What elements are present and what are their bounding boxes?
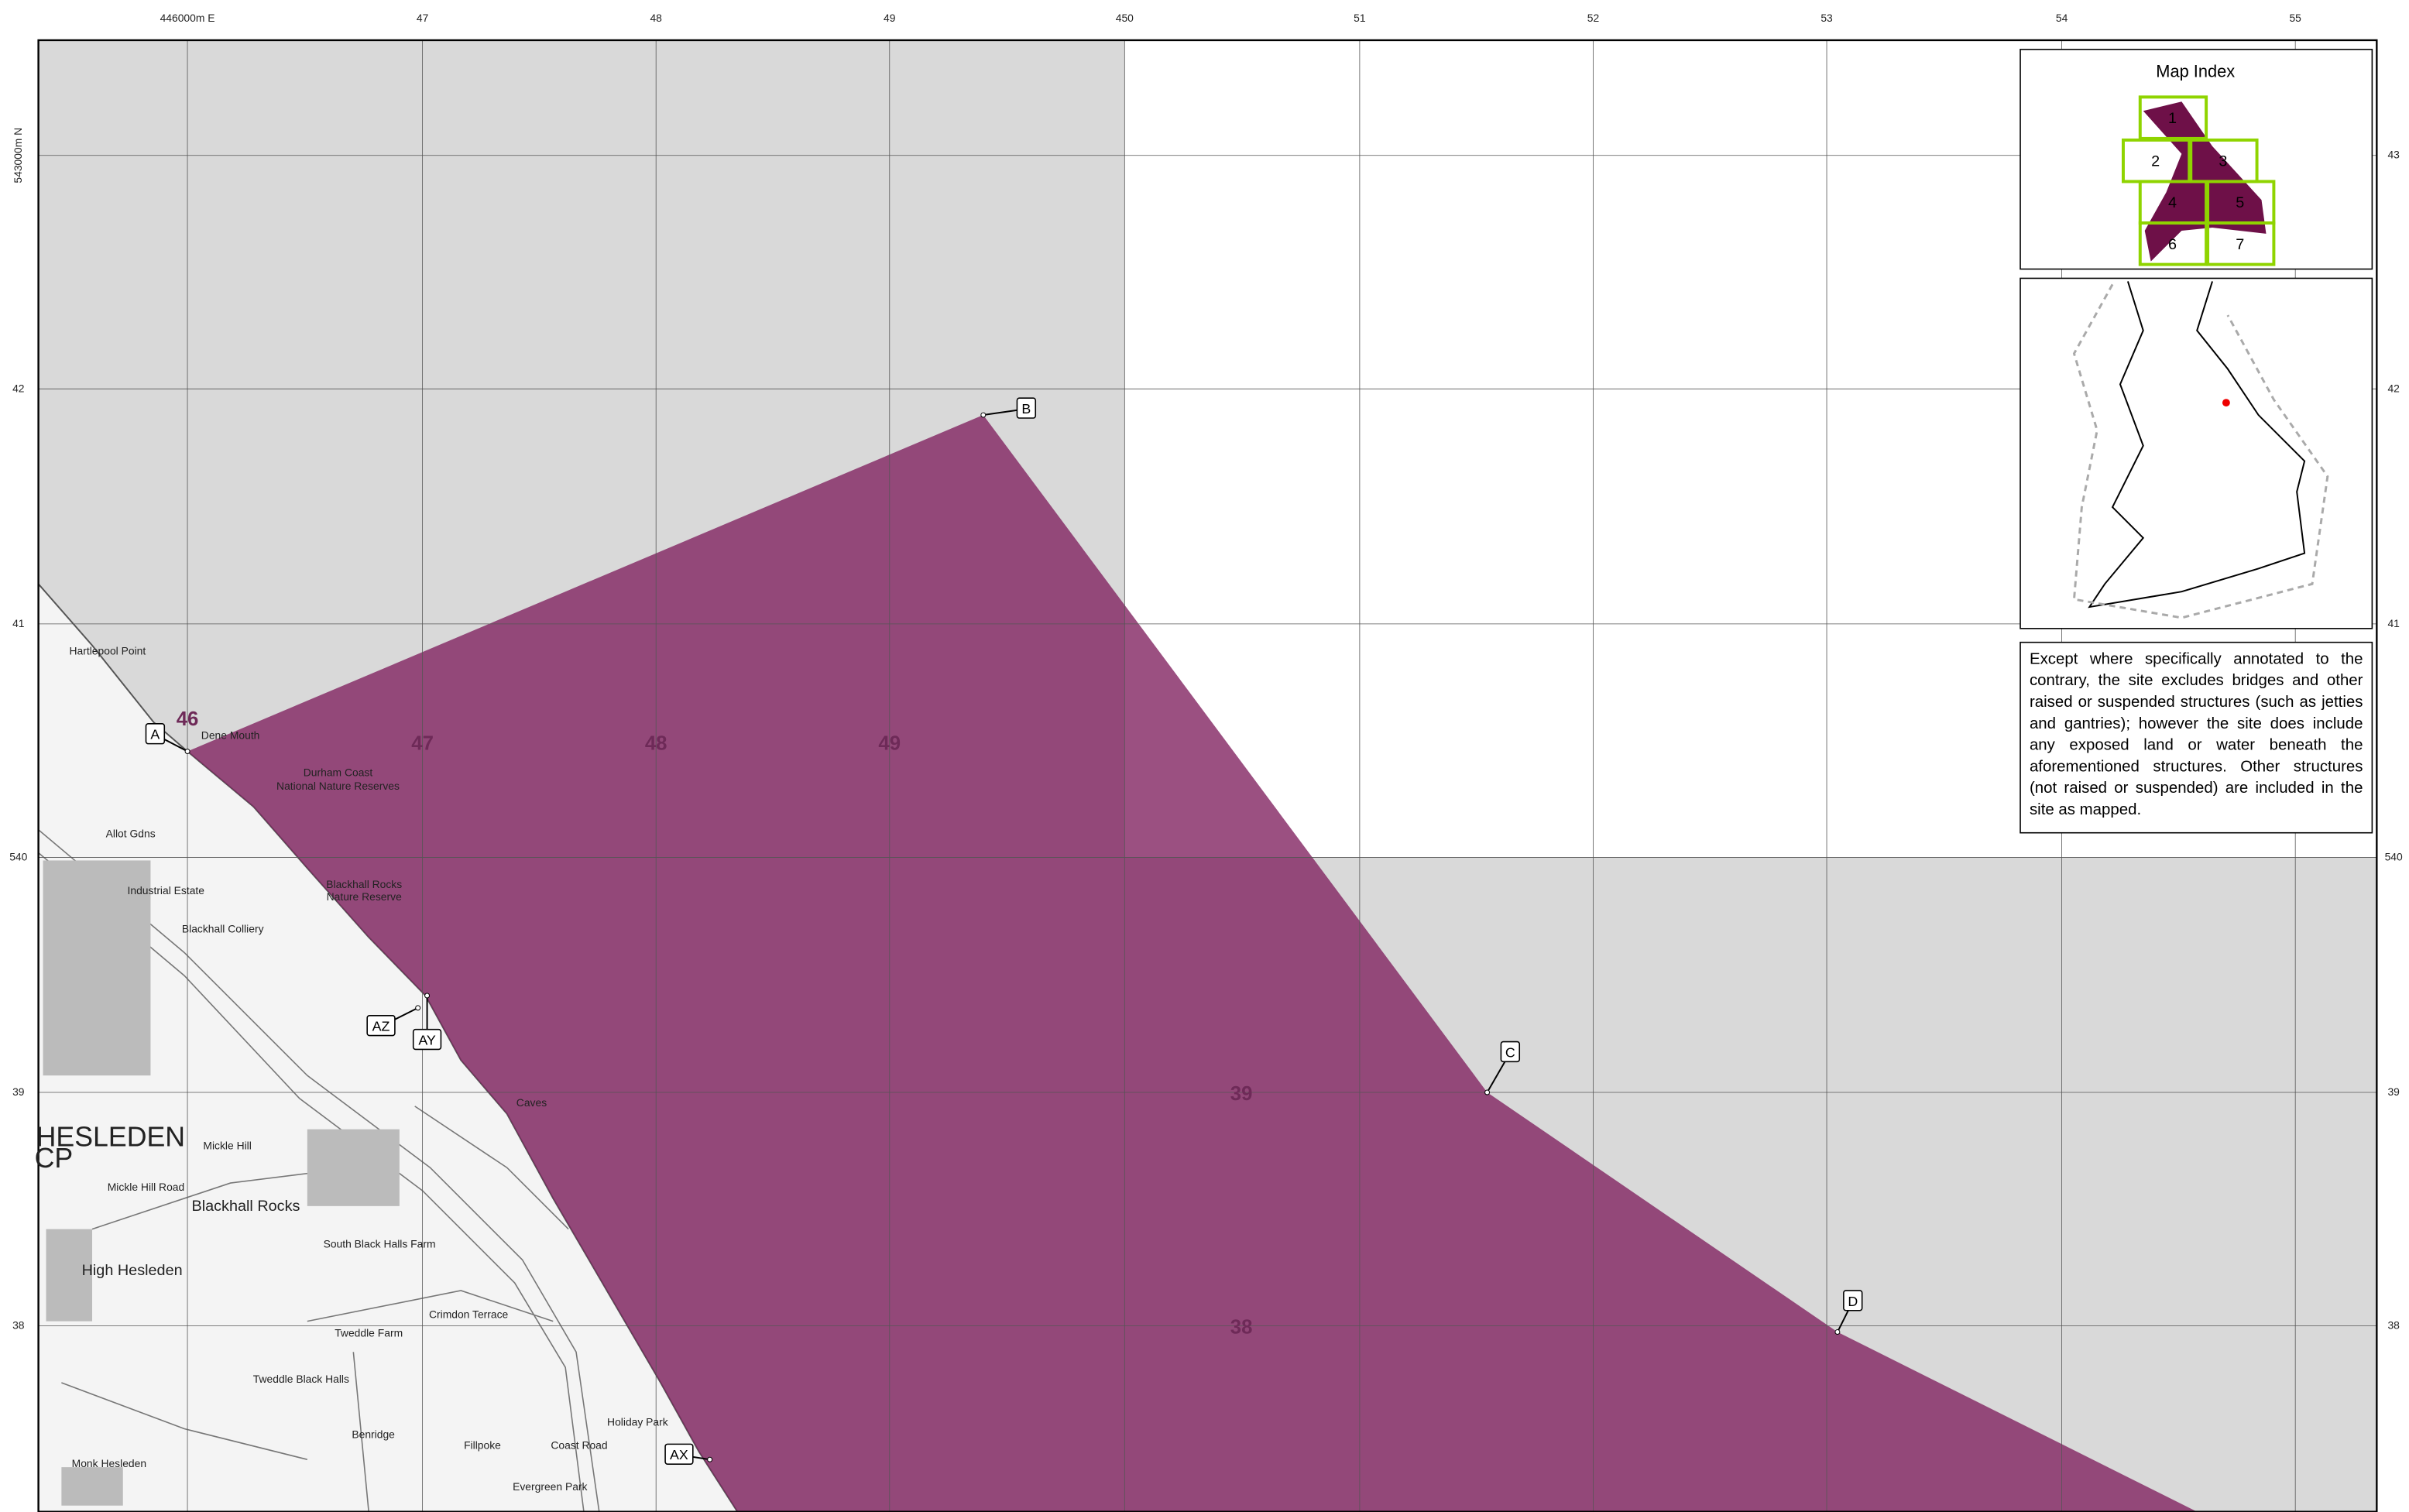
grid-number: 48 <box>645 733 667 755</box>
place-name: Mickle Hill Road <box>108 1181 184 1193</box>
place-name: Blackhall Rocks <box>326 878 402 890</box>
uk-coastline <box>2088 281 2306 609</box>
index-tile-label: 4 <box>2168 194 2177 211</box>
index-title: Map Index <box>2156 62 2235 81</box>
place-name: Blackhall Rocks <box>191 1198 300 1215</box>
place-name: Tweddle Farm <box>335 1326 403 1339</box>
note-text: Except where specifically annotated to t… <box>2029 651 2363 819</box>
easting-label: 53 <box>1820 12 1833 24</box>
place-name: Holiday Park <box>607 1416 668 1428</box>
northing-label: 38 <box>12 1319 25 1332</box>
point-marker <box>424 993 431 999</box>
place-name: CP <box>35 1143 74 1174</box>
point-label: AY <box>418 1033 436 1048</box>
place-name: HESLEDEN <box>36 1121 185 1152</box>
location-box <box>2020 277 2373 629</box>
point-label: AX <box>670 1447 688 1462</box>
point-box <box>145 723 166 745</box>
point-box <box>1016 397 1037 419</box>
northing-label: 39 <box>2387 1085 2400 1098</box>
place-name: Hartlepool Point <box>70 645 146 657</box>
grid-number: 49 <box>878 733 901 755</box>
point-marker <box>1484 1089 1491 1095</box>
note-box <box>2020 641 2373 834</box>
point-box <box>1843 1290 1863 1311</box>
northing-label: 42 <box>2387 382 2400 394</box>
grid-number: 38 <box>1230 1317 1253 1339</box>
note-container: Except where specifically annotated to t… <box>2029 651 2363 819</box>
index-tile-label: 3 <box>2219 153 2227 170</box>
place-name: Fillpoke <box>464 1438 501 1451</box>
index-tile-label: 6 <box>2168 236 2177 253</box>
place-name: South Black Halls Farm <box>324 1237 436 1250</box>
point-label: AZ <box>372 1019 390 1034</box>
point-label: D <box>1848 1294 1858 1309</box>
place-name: Allot Gdns <box>106 828 156 840</box>
easting-label: 55 <box>2289 12 2301 24</box>
place-name: Coast Road <box>551 1438 607 1451</box>
northing-label: 39 <box>12 1085 25 1098</box>
point-marker <box>415 1005 421 1011</box>
northing-label: 43 <box>2387 149 2400 161</box>
point-marker <box>980 412 987 418</box>
easting-label: 47 <box>417 12 429 24</box>
point-label: A <box>150 727 160 742</box>
northing-label: 41 <box>12 617 25 629</box>
northing-label: 540 <box>9 850 27 862</box>
point-marker <box>1834 1329 1841 1335</box>
easting-label: 51 <box>1354 12 1366 24</box>
northing-label: 543000m N <box>12 128 24 183</box>
point-marker <box>184 749 190 755</box>
easting-label: 52 <box>1587 12 1600 24</box>
index-tile <box>2206 221 2276 266</box>
index-tile-label: 1 <box>2168 110 2177 127</box>
place-name: Mickle Hill <box>203 1139 251 1151</box>
northing-label: 42 <box>12 382 25 394</box>
place-name: Durham Coast <box>304 766 373 778</box>
point-box <box>366 1015 396 1037</box>
settlements <box>43 860 400 1506</box>
index-tile-label: 2 <box>2151 153 2160 170</box>
place-name: National Nature Reserves <box>276 780 400 792</box>
northing-label: 41 <box>2387 617 2400 629</box>
easting-label: 54 <box>2056 12 2068 24</box>
place-name: Industrial Estate <box>128 884 205 897</box>
easting-label: 48 <box>650 12 662 24</box>
site-boundary <box>187 415 2198 1512</box>
point-box <box>664 1443 694 1465</box>
site-location <box>2222 399 2230 407</box>
place-name: Dene Mouth <box>201 729 260 742</box>
grid-number: 46 <box>177 708 199 730</box>
place-name: Evergreen Park <box>513 1480 587 1493</box>
place-name: Nature Reserve <box>327 890 402 903</box>
grid-number: 39 <box>1230 1083 1253 1105</box>
index-tile-label: 5 <box>2236 194 2244 211</box>
northing-label: 38 <box>2387 1319 2400 1332</box>
grid-number: 47 <box>411 733 434 755</box>
place-name: Blackhall Colliery <box>182 923 264 935</box>
index-tile-label: 7 <box>2236 236 2244 253</box>
easting-label: 450 <box>1116 12 1134 24</box>
point-marker <box>707 1456 713 1462</box>
place-name: Monk Hesleden <box>72 1457 146 1469</box>
point-label: B <box>1021 401 1031 417</box>
place-name: Benridge <box>352 1428 395 1440</box>
uk-limit <box>2072 283 2329 619</box>
place-name: Tweddle Black Halls <box>253 1373 349 1385</box>
point-box <box>412 1028 442 1051</box>
point-label: C <box>1505 1044 1515 1060</box>
northing-label: 540 <box>2385 850 2403 862</box>
place-name: High Hesleden <box>82 1262 183 1279</box>
place-name: Crimdon Terrace <box>429 1308 509 1321</box>
easting-label: 446000m E <box>160 12 215 24</box>
place-name: Caves <box>516 1096 547 1109</box>
point-box <box>1500 1041 1521 1063</box>
map-index-panel: Map Index 1 2 3 4 5 6 7 Except where specifica… <box>2020 49 2373 834</box>
easting-label: 49 <box>884 12 896 24</box>
